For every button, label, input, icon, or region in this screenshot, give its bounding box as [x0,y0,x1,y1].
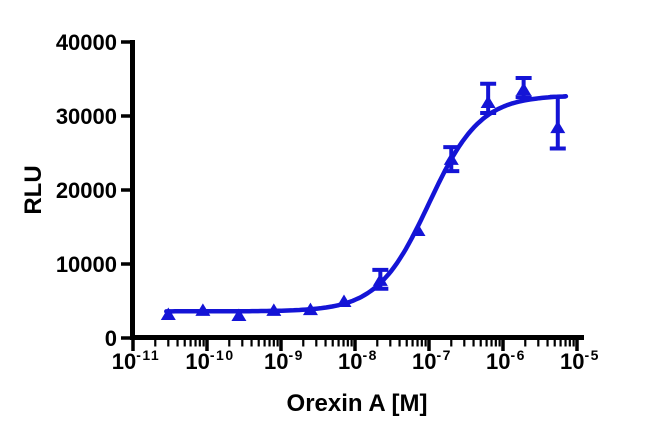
x-tick-label: 10-9 [264,347,304,374]
fit-curve [164,94,569,314]
y-tick-label: 10000 [56,252,117,277]
data-point-marker [336,294,352,307]
y-tick-label: 0 [105,326,117,351]
data-point-marker [231,308,247,322]
data-point-marker [195,303,211,316]
data-point-marker [266,303,282,316]
data-point-marker [443,152,459,165]
x-axis-title: Orexin A [M] [286,390,428,417]
y-tick-label: 20000 [56,178,117,203]
data-point-marker [160,307,176,320]
x-tick-label: 10-5 [560,347,600,374]
x-tick-label: 10-6 [486,347,526,374]
y-tick-label: 30000 [56,104,117,129]
data-point-marker [516,82,532,95]
y-axis-title: RLU [20,165,47,215]
data-point-marker [372,273,388,286]
x-tick-label: 10-11 [112,347,160,374]
data-point-marker [302,302,318,316]
y-tick-label: 40000 [56,30,117,55]
x-tick-label: 10-10 [185,347,234,374]
data-point-marker [480,95,496,108]
x-tick-label: 10-7 [412,347,452,374]
data-point-marker [410,223,426,236]
data-point-marker [550,120,566,134]
x-tick-label: 10-8 [338,347,378,374]
